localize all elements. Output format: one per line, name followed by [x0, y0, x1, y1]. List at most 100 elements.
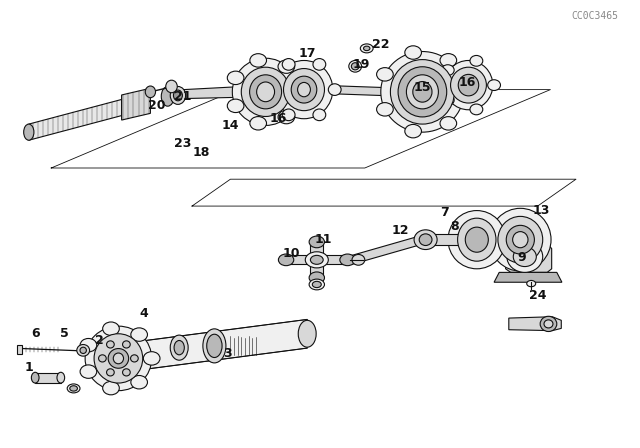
Ellipse shape [507, 241, 543, 272]
Ellipse shape [448, 211, 506, 269]
Ellipse shape [70, 386, 77, 391]
Ellipse shape [24, 124, 34, 140]
Ellipse shape [490, 208, 551, 271]
Polygon shape [118, 319, 307, 373]
Ellipse shape [174, 340, 184, 355]
Ellipse shape [470, 56, 483, 66]
Text: 13: 13 [532, 204, 550, 217]
Text: 18: 18 [193, 146, 211, 159]
Ellipse shape [498, 216, 543, 263]
Text: 9: 9 [517, 251, 526, 264]
Text: 23: 23 [173, 137, 191, 150]
Ellipse shape [442, 65, 454, 75]
Ellipse shape [143, 352, 160, 365]
Ellipse shape [440, 116, 457, 130]
Text: 5: 5 [60, 327, 68, 340]
Ellipse shape [309, 272, 324, 284]
Ellipse shape [458, 74, 479, 96]
Ellipse shape [298, 82, 310, 97]
Ellipse shape [381, 52, 464, 132]
Ellipse shape [161, 86, 174, 106]
Text: 21: 21 [173, 90, 191, 103]
Ellipse shape [123, 341, 131, 348]
Ellipse shape [207, 334, 222, 358]
Ellipse shape [390, 60, 454, 124]
Ellipse shape [305, 252, 328, 268]
Ellipse shape [145, 86, 156, 98]
Ellipse shape [506, 225, 534, 254]
Ellipse shape [340, 254, 355, 266]
Ellipse shape [405, 46, 422, 59]
Ellipse shape [170, 86, 186, 104]
Ellipse shape [456, 85, 472, 99]
Ellipse shape [282, 109, 295, 121]
Ellipse shape [405, 125, 422, 138]
Text: 15: 15 [413, 81, 431, 94]
Ellipse shape [419, 234, 432, 246]
Ellipse shape [166, 80, 177, 93]
Ellipse shape [77, 345, 90, 356]
Ellipse shape [131, 355, 138, 362]
Text: 7: 7 [440, 206, 449, 220]
Ellipse shape [465, 227, 488, 252]
Text: 2: 2 [95, 334, 104, 347]
Ellipse shape [80, 338, 97, 352]
Ellipse shape [458, 218, 496, 261]
Ellipse shape [278, 110, 294, 124]
Ellipse shape [414, 230, 437, 250]
Ellipse shape [106, 341, 114, 348]
Text: 16: 16 [458, 76, 476, 90]
Text: 14: 14 [221, 119, 239, 132]
Ellipse shape [203, 329, 226, 363]
Ellipse shape [131, 375, 147, 389]
Ellipse shape [173, 90, 182, 101]
Text: 19: 19 [353, 58, 371, 72]
Ellipse shape [513, 247, 536, 267]
Ellipse shape [413, 82, 432, 102]
Polygon shape [506, 243, 552, 272]
Ellipse shape [267, 84, 280, 95]
Ellipse shape [398, 67, 447, 117]
Ellipse shape [376, 68, 393, 81]
Polygon shape [184, 86, 243, 99]
Ellipse shape [80, 347, 86, 353]
Ellipse shape [94, 334, 143, 383]
Ellipse shape [123, 369, 131, 376]
Ellipse shape [102, 381, 119, 395]
Ellipse shape [352, 254, 365, 265]
Polygon shape [494, 272, 562, 282]
Ellipse shape [284, 69, 324, 111]
Text: 8: 8 [450, 220, 459, 233]
Text: 4: 4 [140, 307, 148, 320]
Polygon shape [35, 373, 61, 383]
Ellipse shape [291, 76, 317, 103]
Text: CC0C3465: CC0C3465 [572, 11, 619, 21]
Ellipse shape [99, 355, 106, 362]
Ellipse shape [309, 236, 324, 248]
Ellipse shape [275, 60, 333, 119]
Text: 22: 22 [372, 38, 390, 52]
Ellipse shape [540, 316, 557, 332]
Ellipse shape [227, 71, 244, 85]
Ellipse shape [488, 80, 500, 90]
Ellipse shape [442, 95, 454, 106]
Ellipse shape [67, 384, 80, 393]
Ellipse shape [328, 84, 341, 95]
Text: 1: 1 [24, 361, 33, 374]
Ellipse shape [241, 67, 290, 116]
Polygon shape [118, 332, 144, 382]
Ellipse shape [108, 349, 129, 368]
Ellipse shape [278, 60, 294, 73]
Polygon shape [352, 235, 422, 264]
Ellipse shape [298, 320, 316, 347]
Ellipse shape [250, 116, 266, 130]
Ellipse shape [232, 58, 299, 125]
Text: 11: 11 [314, 233, 332, 246]
Ellipse shape [250, 54, 266, 67]
Text: 20: 20 [148, 99, 166, 112]
Ellipse shape [170, 335, 188, 360]
Text: 3: 3 [223, 347, 232, 361]
Ellipse shape [364, 46, 370, 51]
Ellipse shape [312, 281, 321, 288]
Polygon shape [29, 99, 122, 140]
